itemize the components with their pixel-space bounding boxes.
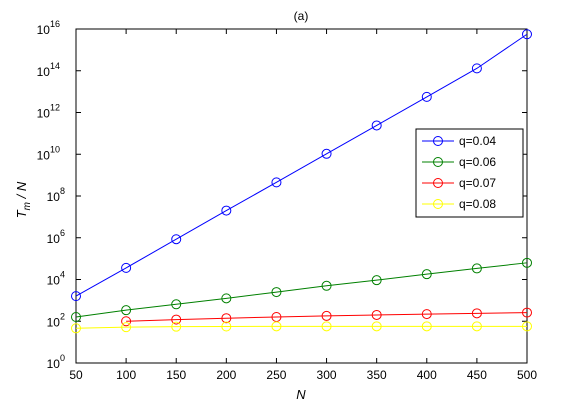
data-point bbox=[121, 322, 132, 333]
data-point bbox=[522, 257, 532, 268]
x-tick-label: 300 bbox=[317, 368, 337, 382]
y-tick-label: 104 bbox=[47, 270, 65, 288]
legend-item: q=0.04 bbox=[422, 134, 496, 148]
y-tick-label: 1012 bbox=[37, 103, 60, 121]
y-tick-label: 102 bbox=[47, 311, 65, 329]
data-point bbox=[171, 321, 182, 332]
x-axis: 50 100 150 200 250 300 350 400 450 500 bbox=[69, 29, 537, 382]
legend-label: q=0.07 bbox=[459, 176, 496, 190]
data-point bbox=[522, 321, 532, 332]
data-point bbox=[371, 120, 382, 131]
legend-label: q=0.08 bbox=[459, 197, 496, 211]
data-point bbox=[471, 321, 482, 332]
data-point bbox=[471, 308, 482, 319]
x-tick-label: 100 bbox=[116, 368, 136, 382]
data-point bbox=[271, 287, 282, 298]
x-tick-label: 500 bbox=[517, 368, 537, 382]
legend-label: q=0.04 bbox=[459, 134, 496, 148]
data-point bbox=[221, 321, 232, 332]
x-tick-label: 150 bbox=[166, 368, 186, 382]
x-tick-label: 350 bbox=[367, 368, 387, 382]
legend-marker bbox=[433, 136, 443, 146]
data-point bbox=[471, 263, 482, 274]
data-point bbox=[71, 311, 81, 322]
data-point bbox=[471, 63, 482, 74]
data-point bbox=[71, 291, 81, 302]
data-point bbox=[171, 234, 182, 245]
series-line bbox=[75, 325, 527, 329]
data-point bbox=[371, 275, 382, 286]
series-layer bbox=[71, 29, 532, 334]
data-point bbox=[371, 309, 382, 320]
legend-marker bbox=[433, 157, 443, 167]
y-tick-label: 1010 bbox=[37, 144, 60, 162]
data-point bbox=[421, 269, 432, 280]
y-tick-label: 108 bbox=[47, 186, 65, 204]
data-point bbox=[421, 321, 432, 332]
data-point bbox=[321, 148, 332, 159]
data-point bbox=[171, 299, 182, 310]
y-axis-label: Tm / N bbox=[14, 181, 33, 218]
y-axis-label-rest: / N bbox=[14, 181, 29, 202]
series-line bbox=[75, 33, 528, 297]
data-point bbox=[371, 321, 382, 332]
legend-marker bbox=[433, 178, 443, 188]
x-tick-label: 400 bbox=[417, 368, 437, 382]
data-point bbox=[121, 316, 132, 327]
series-4 bbox=[71, 321, 532, 334]
legend-item: q=0.08 bbox=[422, 197, 496, 211]
x-tick-label: 250 bbox=[266, 368, 286, 382]
series-1 bbox=[71, 29, 532, 302]
y-tick-label: 106 bbox=[47, 228, 65, 246]
data-point bbox=[321, 310, 332, 321]
data-point bbox=[271, 321, 282, 332]
data-point bbox=[171, 314, 182, 325]
y-tick-label: 1016 bbox=[37, 19, 60, 37]
legend-item: q=0.06 bbox=[422, 155, 496, 169]
x-tick-label: 450 bbox=[467, 368, 487, 382]
data-point bbox=[321, 280, 332, 291]
x-tick-label: 200 bbox=[216, 368, 236, 382]
y-axis: 100 102 104 106 108 1010 1012 1014 1016 bbox=[37, 19, 527, 371]
data-point bbox=[71, 323, 81, 334]
data-point bbox=[221, 293, 232, 304]
legend-marker bbox=[433, 199, 443, 209]
series-line bbox=[75, 262, 528, 318]
legend-item: q=0.07 bbox=[422, 176, 496, 190]
data-point bbox=[121, 262, 132, 273]
y-tick-label: 100 bbox=[47, 353, 65, 371]
legend-label: q=0.06 bbox=[459, 155, 496, 169]
data-point bbox=[271, 177, 282, 188]
data-point bbox=[522, 307, 532, 318]
chart-title: (a) bbox=[294, 9, 309, 23]
data-point bbox=[421, 309, 432, 320]
data-point bbox=[221, 313, 232, 324]
x-axis-label: N bbox=[296, 387, 306, 402]
x-tick-label: 50 bbox=[69, 368, 83, 382]
data-point bbox=[321, 321, 332, 332]
legend: q=0.04 q=0.06 q=0.07 q=0.08 bbox=[415, 128, 524, 218]
data-point bbox=[522, 29, 532, 40]
data-point bbox=[121, 305, 132, 316]
data-point bbox=[221, 205, 232, 216]
series-line bbox=[126, 312, 528, 322]
y-axis-label-sub: m bbox=[22, 202, 33, 210]
y-axis-label-main: T bbox=[14, 209, 29, 218]
y-tick-label: 1014 bbox=[37, 61, 60, 79]
series-2 bbox=[71, 257, 532, 322]
data-point bbox=[421, 91, 432, 102]
